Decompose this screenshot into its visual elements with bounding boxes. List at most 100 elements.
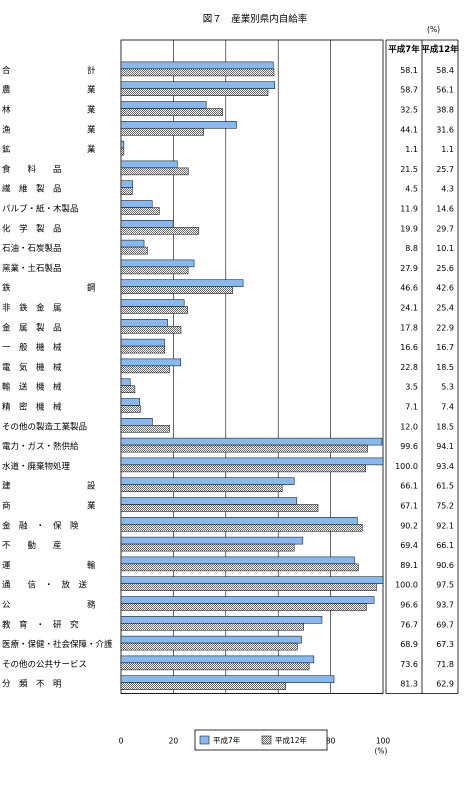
value-h7: 32.5 xyxy=(400,106,418,115)
value-h12: 16.7 xyxy=(436,343,454,352)
value-h12: 69.7 xyxy=(436,620,454,629)
value-h7: 12.0 xyxy=(400,422,418,431)
value-h12: 62.9 xyxy=(436,680,454,689)
bar-h12 xyxy=(120,662,310,671)
bar-h7 xyxy=(120,497,298,505)
bar-h12 xyxy=(120,306,188,314)
bar-h12 xyxy=(120,326,182,334)
bar-h12 xyxy=(120,642,298,651)
bar-h12 xyxy=(120,286,233,294)
value-h7: 76.7 xyxy=(400,620,418,629)
value-h7: 46.6 xyxy=(400,284,418,293)
value-h7: 44.1 xyxy=(400,125,418,134)
bar-h7 xyxy=(120,536,304,545)
bar-h12 xyxy=(120,504,319,512)
category-label: 金 融 ・ 保 険 xyxy=(2,520,79,531)
bar-h7 xyxy=(120,121,237,129)
bar-h12 xyxy=(120,543,295,552)
bar-h7 xyxy=(120,319,168,327)
bar-h12 xyxy=(120,147,125,156)
value-h12: 97.5 xyxy=(436,581,454,590)
value-h12: 5.3 xyxy=(441,383,454,392)
bar-h7 xyxy=(120,378,131,386)
value-h7: 68.9 xyxy=(400,640,418,649)
value-h7: 90.2 xyxy=(400,521,418,530)
bar-h12 xyxy=(120,365,170,374)
bar-h12 xyxy=(120,108,223,116)
bar-h12 xyxy=(120,444,368,453)
bar-h7 xyxy=(120,200,153,208)
category-label: 合 計 xyxy=(2,65,96,76)
value-h7: 81.3 xyxy=(400,680,418,689)
bar-h7 xyxy=(120,259,195,268)
value-h7: 24.1 xyxy=(400,304,418,313)
bar-h7 xyxy=(120,180,134,188)
value-h7: 69.4 xyxy=(400,541,418,550)
bar-h12 xyxy=(120,167,189,176)
value-h7: 19.9 xyxy=(400,224,418,233)
value-h12: 67.3 xyxy=(436,640,454,649)
legend-swatch-h12 xyxy=(261,735,272,745)
category-label: 不 動 産 xyxy=(2,540,62,551)
value-h7: 4.5 xyxy=(405,185,418,194)
value-h12: 93.7 xyxy=(436,601,454,610)
bar-h7 xyxy=(120,437,383,446)
value-h7: 66.1 xyxy=(400,482,418,491)
value-h12: 31.6 xyxy=(436,125,454,134)
category-label: その他の公共サービス xyxy=(2,659,87,670)
value-h7: 73.6 xyxy=(400,660,418,669)
value-h12: 58.4 xyxy=(436,66,454,75)
bar-h7 xyxy=(120,477,295,485)
value-h7: 21.5 xyxy=(400,165,418,174)
bar-h7 xyxy=(120,81,276,89)
bar-h12 xyxy=(120,583,377,591)
value-h12: 22.9 xyxy=(436,323,454,332)
category-label: 農 業 xyxy=(2,85,96,96)
bar-h12 xyxy=(120,385,136,393)
bar-h7 xyxy=(120,675,335,683)
category-label: 石油・石炭製品 xyxy=(2,243,62,254)
value-h7: 8.8 xyxy=(405,244,418,253)
category-label: 化 学 製 品 xyxy=(2,223,62,234)
unit-label: (%) xyxy=(427,25,440,34)
category-label: 鉄 鋼 xyxy=(2,283,96,294)
category-label: 一 般 機 械 xyxy=(2,342,62,353)
bar-h12 xyxy=(120,464,366,473)
value-h12: 18.5 xyxy=(436,363,454,372)
bar-h12 xyxy=(120,266,189,275)
bar-h7 xyxy=(120,61,274,70)
value-h12: 94.1 xyxy=(436,442,454,451)
category-label: 金 属 製 品 xyxy=(2,322,62,333)
table-header-h7: 平成7年 xyxy=(388,44,420,55)
bar-h12 xyxy=(120,187,133,195)
bar-h7 xyxy=(120,457,384,466)
category-label: 窯業・土石製品 xyxy=(2,263,62,274)
legend-label-h7: 平成7年 xyxy=(213,735,241,745)
value-h7: 96.6 xyxy=(400,601,418,610)
bar-h12 xyxy=(120,227,200,235)
category-label: その他の製造工業製品 xyxy=(2,421,87,432)
x-tick-label: 100 xyxy=(376,737,391,746)
value-h12: 1.1 xyxy=(441,145,454,154)
value-h7: 100.0 xyxy=(395,462,418,471)
x-tick-label: 80 xyxy=(326,737,336,746)
value-h12: 75.2 xyxy=(436,502,454,511)
bar-h12 xyxy=(120,603,367,611)
bar-h12 xyxy=(120,405,141,413)
bar-h7 xyxy=(120,576,384,584)
bar-h7 xyxy=(120,556,355,565)
bar-h7 xyxy=(120,635,302,644)
x-tick-label: 20 xyxy=(169,737,179,746)
bar-h7 xyxy=(120,655,315,664)
category-label: 鉱 業 xyxy=(2,144,96,155)
bar-h7 xyxy=(120,398,140,406)
bar-h7 xyxy=(120,338,165,347)
value-h12: 90.6 xyxy=(436,561,454,570)
value-h12: 93.4 xyxy=(436,462,454,471)
category-label: 教 育 ・ 研 究 xyxy=(2,619,79,630)
category-label: 繊 維 製 品 xyxy=(2,184,62,195)
x-axis-unit: (%) xyxy=(375,747,388,756)
bar-h7 xyxy=(120,279,244,287)
value-h12: 25.7 xyxy=(436,165,454,174)
